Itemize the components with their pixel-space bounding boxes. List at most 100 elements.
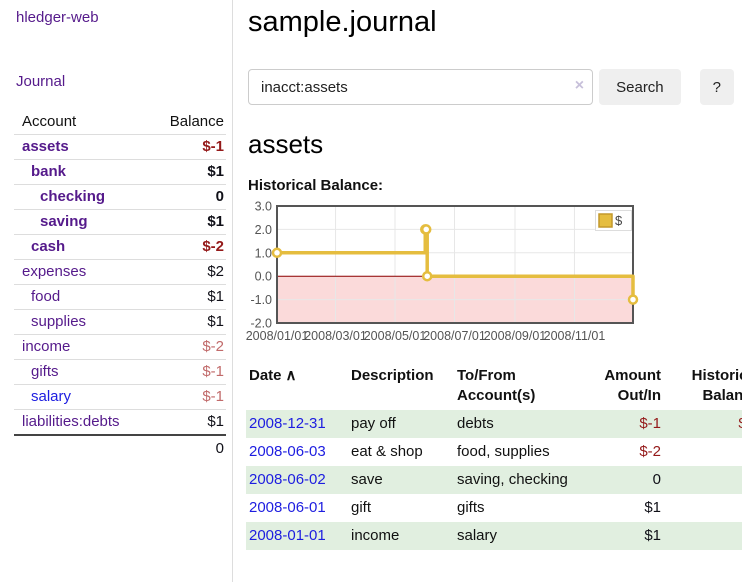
balance-column-header: Balance xyxy=(169,113,224,130)
description-column-header: Description xyxy=(351,367,434,384)
amount-column-header: Amount Out/In xyxy=(604,367,661,404)
account-balance: $-1 xyxy=(202,138,224,155)
y-tick-label: 0.0 xyxy=(255,270,272,284)
transaction-amount: 0 xyxy=(652,471,661,488)
nav-journal-link[interactable]: Journal xyxy=(16,73,66,90)
search-input[interactable] xyxy=(248,69,594,105)
transaction-accounts: debts xyxy=(457,415,494,432)
account-link[interactable]: cash xyxy=(31,238,66,255)
page-title: sample.journal xyxy=(248,6,437,38)
account-column-header: Account xyxy=(22,113,77,130)
sidebar: hledger-web Journal Account Balance asse… xyxy=(0,0,233,582)
account-balance: $-2 xyxy=(202,338,224,355)
account-balance: $2 xyxy=(207,263,224,280)
search-button[interactable]: Search xyxy=(599,69,681,105)
transaction-balance: $1 xyxy=(667,522,742,550)
transaction-accounts: food, supplies xyxy=(457,443,550,460)
account-link[interactable]: assets xyxy=(22,138,69,155)
transaction-date-link[interactable]: 2008-06-03 xyxy=(249,443,326,460)
chart-label: Historical Balance: xyxy=(248,177,384,194)
x-tick-label: 2008/07/01 xyxy=(423,329,486,343)
x-tick-label: 2008/01/01 xyxy=(246,329,308,343)
data-point xyxy=(421,270,433,282)
transaction-balance: $2 xyxy=(667,466,742,494)
register-header-row: Date ∧ Description To/From Account(s) Amo… xyxy=(246,362,742,410)
transaction-accounts: saving, checking xyxy=(457,471,568,488)
transaction-accounts: gifts xyxy=(457,499,485,516)
accounts-column-header: To/From Account(s) xyxy=(457,367,536,404)
account-row: income $-2 xyxy=(14,334,226,360)
account-row: liabilities:debts $1 xyxy=(14,409,226,436)
account-row: checking 0 xyxy=(14,184,226,210)
transaction-amount: $-1 xyxy=(639,415,661,432)
account-link[interactable]: bank xyxy=(31,163,67,180)
transaction-description: save xyxy=(351,471,383,488)
transaction-description: gift xyxy=(351,499,372,516)
account-link[interactable]: expenses xyxy=(22,263,87,280)
account-total: 0 xyxy=(215,440,224,457)
x-tick-label: 2008/09/01 xyxy=(484,329,547,343)
transaction-amount: $1 xyxy=(644,527,661,544)
account-link[interactable]: supplies xyxy=(31,313,87,330)
transaction-accounts: salary xyxy=(457,527,498,544)
account-row: expenses $2 xyxy=(14,259,226,285)
register-row: 2008-06-03 eat & shop food, supplies $-2 0 xyxy=(246,438,742,466)
account-tree-body: assets $-1 bank $1 checking 0 saving $1 cash $-2 e… xyxy=(14,134,226,436)
register-table: Date ∧ Description To/From Account(s) Amo… xyxy=(246,362,742,550)
x-tick-label: 2008/11/01 xyxy=(544,329,606,343)
account-balance: $1 xyxy=(207,163,224,180)
transaction-amount: $-2 xyxy=(639,443,661,460)
app-brand[interactable]: hledger-web xyxy=(16,9,99,26)
main-content: sample.journal × Search ? assets Histori… xyxy=(246,0,742,550)
transaction-description: eat & shop xyxy=(351,443,423,460)
account-row: supplies $1 xyxy=(14,309,226,335)
clear-search-icon[interactable]: × xyxy=(574,77,585,94)
transaction-date-link[interactable]: 2008-12-31 xyxy=(249,415,326,432)
search-form: × Search ? xyxy=(248,69,734,105)
account-link[interactable]: checking xyxy=(40,188,106,205)
x-tick-label: 2008/05/01 xyxy=(364,329,427,343)
account-link[interactable]: liabilities:debts xyxy=(22,413,120,430)
transaction-description: pay off xyxy=(351,415,396,432)
transaction-balance: 0 xyxy=(667,438,742,466)
register-row: 2008-06-01 gift gifts $1 $2 xyxy=(246,494,742,522)
account-link[interactable]: income xyxy=(22,338,71,355)
data-point xyxy=(271,247,283,259)
account-row: bank $1 xyxy=(14,159,226,185)
transaction-date-link[interactable]: 2008-06-01 xyxy=(249,499,326,516)
account-link[interactable]: saving xyxy=(40,213,88,230)
transaction-balance: $2 xyxy=(667,494,742,522)
account-balance: $1 xyxy=(207,313,224,330)
account-link[interactable]: gifts xyxy=(31,363,59,380)
register-body: 2008-12-31 pay off debts $-1 $-1 2008-06-03 ea… xyxy=(246,410,742,550)
transaction-balance: $-1 xyxy=(667,410,742,438)
x-tick-label: 2008/03/01 xyxy=(304,329,367,343)
data-point xyxy=(627,294,639,305)
register-row: 2008-01-01 income salary $1 $1 xyxy=(246,522,742,550)
account-heading: assets xyxy=(248,129,324,159)
account-balance: $1 xyxy=(207,288,224,305)
account-link[interactable]: salary xyxy=(31,388,72,405)
account-row: saving $1 xyxy=(14,209,226,235)
transaction-description: income xyxy=(351,527,400,544)
transaction-amount: $1 xyxy=(644,499,661,516)
y-tick-label: -2.0 xyxy=(250,317,272,331)
account-tree: Account Balance assets $-1 bank $1 checking 0… xyxy=(14,110,226,461)
legend-swatch xyxy=(598,213,613,228)
help-button[interactable]: ? xyxy=(699,69,734,105)
account-link[interactable]: food xyxy=(31,288,61,305)
account-balance: $1 xyxy=(207,213,224,230)
register-row: 2008-12-31 pay off debts $-1 $-1 xyxy=(246,410,742,438)
balance-column-header-main: Historical Balance xyxy=(691,367,742,404)
transaction-date-link[interactable]: 2008-01-01 xyxy=(249,527,326,544)
account-row: cash $-2 xyxy=(14,234,226,260)
account-total-row: 0 xyxy=(14,435,226,461)
transaction-date-link[interactable]: 2008-06-02 xyxy=(249,471,326,488)
account-row: gifts $-1 xyxy=(14,359,226,385)
legend-label: $ xyxy=(615,213,623,228)
y-tick-label: 1.0 xyxy=(255,246,272,260)
account-balance: $-2 xyxy=(202,238,224,255)
date-column-header[interactable]: Date ∧ xyxy=(249,367,297,384)
account-balance: 0 xyxy=(215,188,224,205)
account-row: salary $-1 xyxy=(14,384,226,410)
